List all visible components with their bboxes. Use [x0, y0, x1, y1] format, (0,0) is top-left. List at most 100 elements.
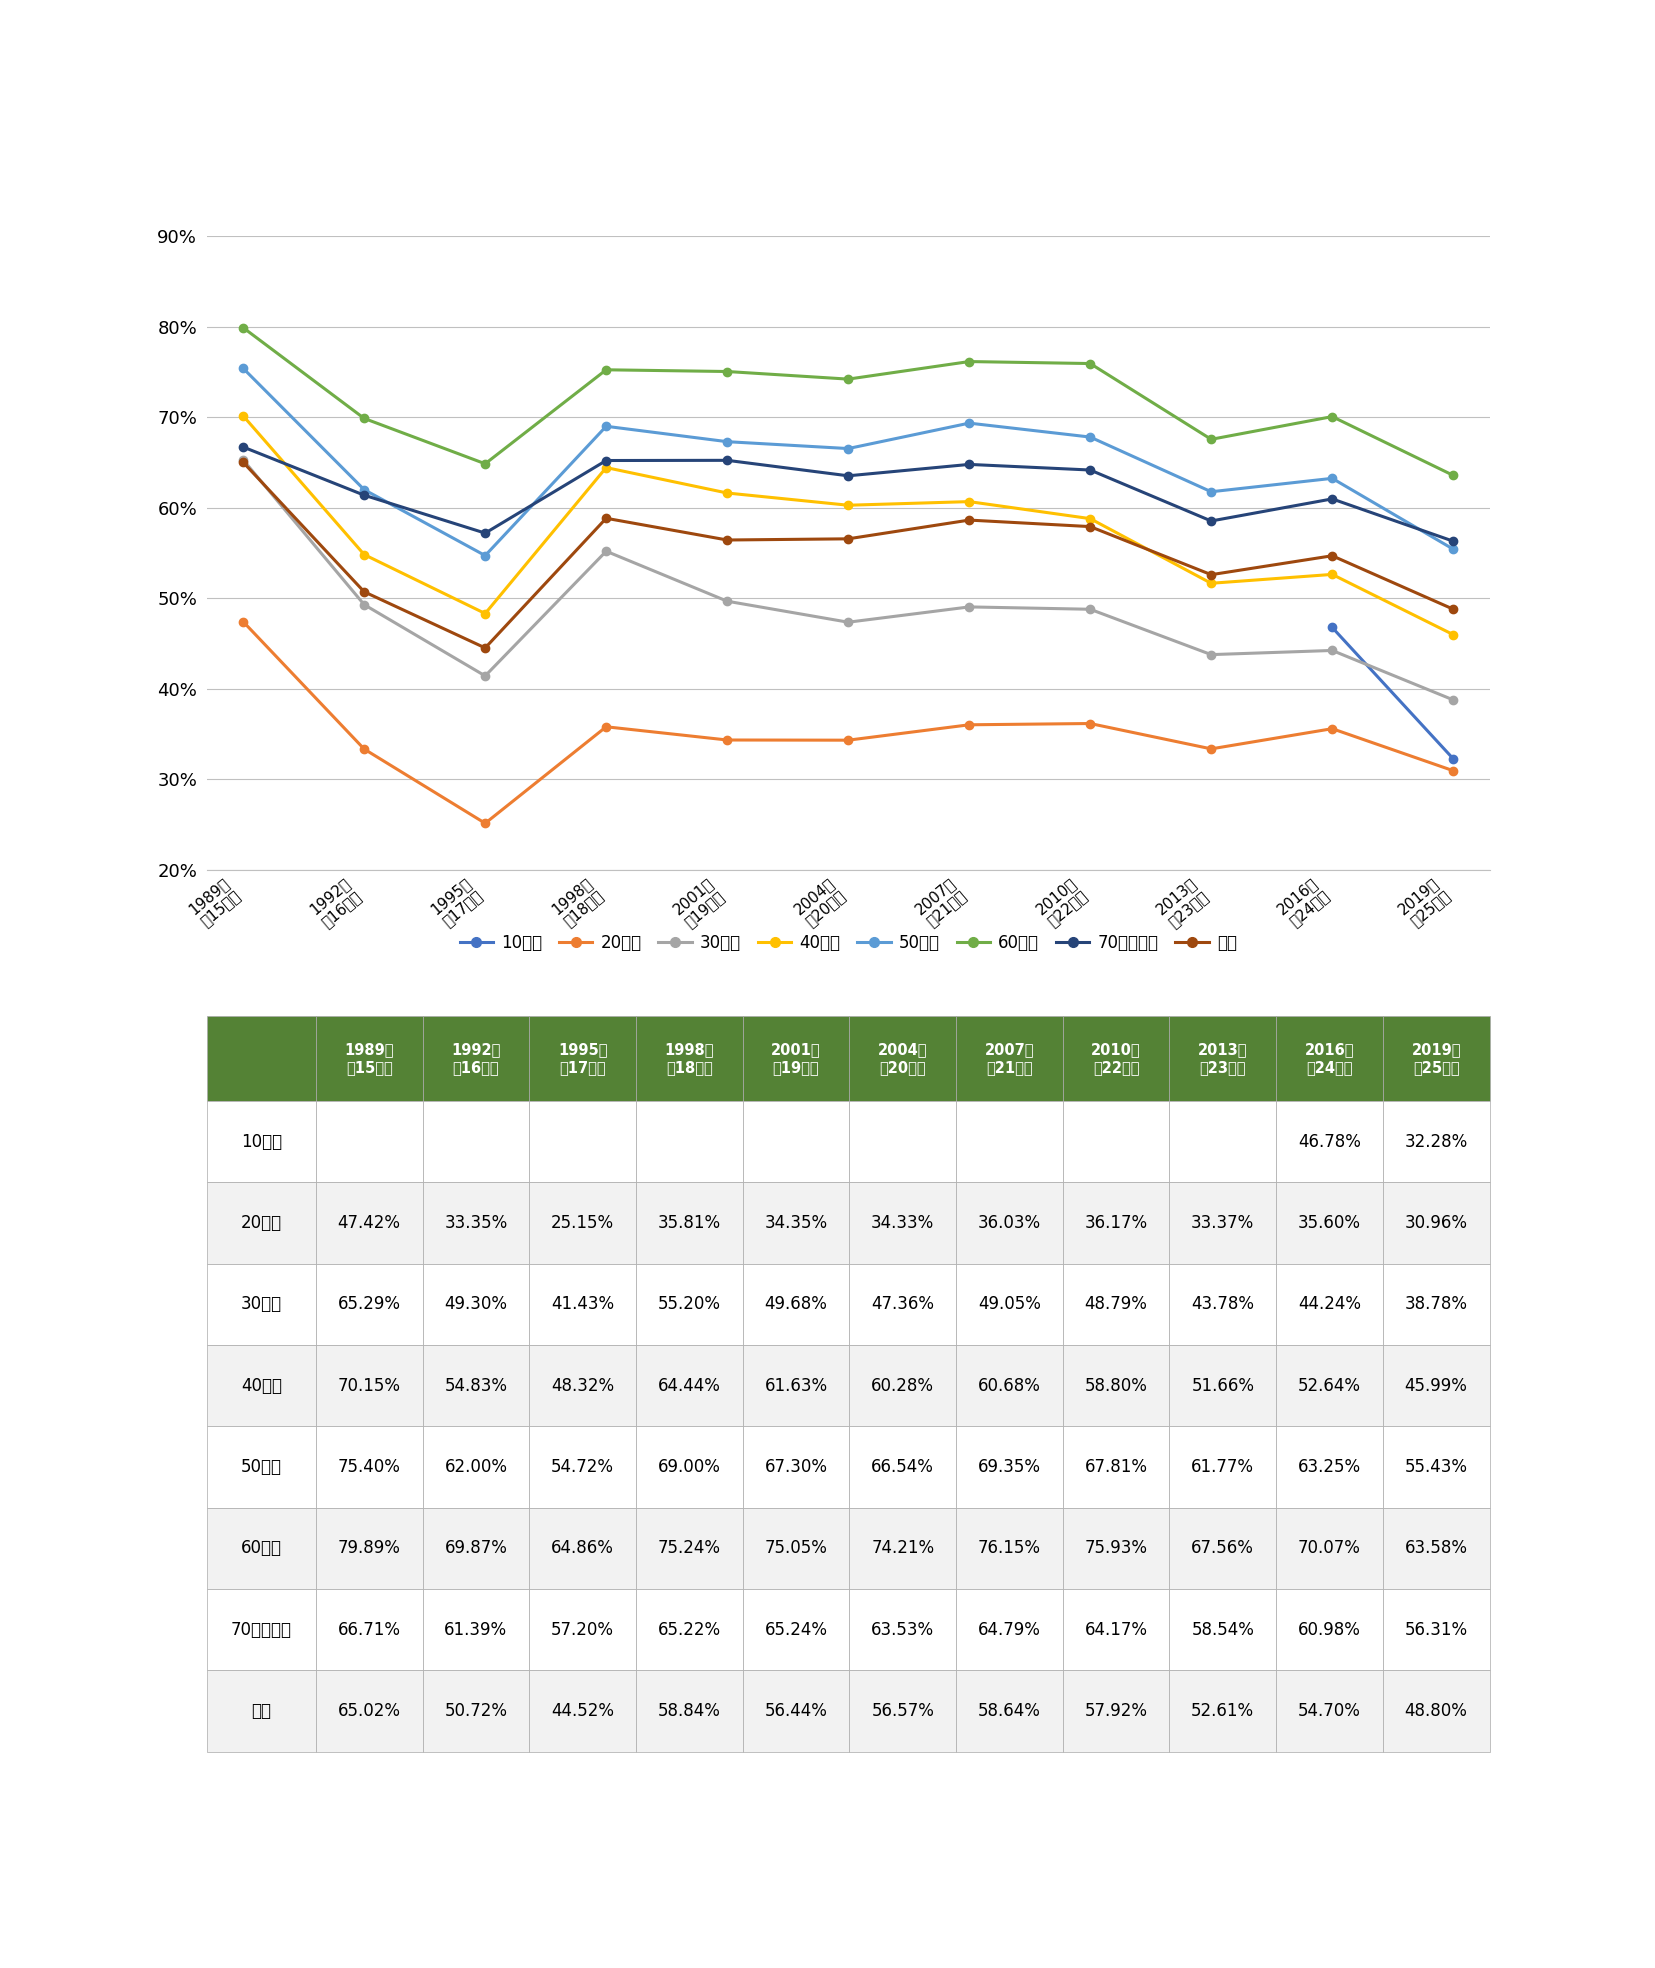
Bar: [1276, 1671, 1384, 1752]
Text: 46.78%: 46.78%: [1298, 1132, 1360, 1151]
Bar: [1384, 1183, 1490, 1263]
Text: 35.60%: 35.60%: [1298, 1214, 1360, 1232]
Text: 65.29%: 65.29%: [338, 1295, 401, 1313]
Text: 56.31%: 56.31%: [1405, 1620, 1468, 1639]
Bar: [530, 1263, 636, 1344]
Text: 63.25%: 63.25%: [1298, 1458, 1360, 1476]
Text: 38.78%: 38.78%: [1405, 1295, 1468, 1313]
Text: 70.07%: 70.07%: [1298, 1539, 1360, 1557]
Bar: [957, 1015, 1063, 1100]
Text: 67.30%: 67.30%: [765, 1458, 828, 1476]
Bar: [636, 1100, 743, 1183]
Bar: [1170, 1427, 1276, 1507]
Bar: [1170, 1100, 1276, 1183]
Text: 76.15%: 76.15%: [978, 1539, 1041, 1557]
Text: 49.05%: 49.05%: [978, 1295, 1041, 1313]
Bar: [1384, 1344, 1490, 1427]
Text: 36.17%: 36.17%: [1084, 1214, 1147, 1232]
Bar: [316, 1015, 422, 1100]
Bar: [636, 1671, 743, 1752]
Bar: [422, 1588, 530, 1671]
Bar: [1276, 1588, 1384, 1671]
Bar: [743, 1427, 849, 1507]
Bar: [1276, 1183, 1384, 1263]
Bar: [422, 1183, 530, 1263]
Text: 69.00%: 69.00%: [659, 1458, 722, 1476]
Text: 61.39%: 61.39%: [445, 1620, 508, 1639]
Bar: [1384, 1671, 1490, 1752]
Bar: [316, 1427, 422, 1507]
Text: 69.35%: 69.35%: [978, 1458, 1041, 1476]
Legend: 10歳代, 20歳代, 30歳代, 40歳代, 50歳代, 60歳代, 70歳代以上, 全体: 10歳代, 20歳代, 30歳代, 40歳代, 50歳代, 60歳代, 70歳代…: [453, 927, 1243, 958]
Text: 49.68%: 49.68%: [765, 1295, 828, 1313]
Text: 51.66%: 51.66%: [1192, 1376, 1254, 1395]
Bar: [743, 1183, 849, 1263]
Text: 58.54%: 58.54%: [1192, 1620, 1254, 1639]
Bar: [957, 1263, 1063, 1344]
Bar: [849, 1015, 957, 1100]
Bar: [1276, 1427, 1384, 1507]
Bar: [957, 1671, 1063, 1752]
Bar: [743, 1671, 849, 1752]
Text: 2013年
（23回）: 2013年 （23回）: [1198, 1043, 1248, 1075]
Bar: [207, 1183, 316, 1263]
Bar: [316, 1671, 422, 1752]
Text: 60歳代: 60歳代: [242, 1539, 281, 1557]
Bar: [957, 1183, 1063, 1263]
Bar: [207, 1507, 316, 1588]
Bar: [530, 1588, 636, 1671]
Text: 75.93%: 75.93%: [1084, 1539, 1147, 1557]
Bar: [530, 1427, 636, 1507]
Bar: [207, 1671, 316, 1752]
Text: 40歳代: 40歳代: [242, 1376, 281, 1395]
Text: 70.15%: 70.15%: [338, 1376, 401, 1395]
Text: 64.86%: 64.86%: [551, 1539, 614, 1557]
Text: 75.05%: 75.05%: [765, 1539, 828, 1557]
Bar: [1170, 1183, 1276, 1263]
Text: 61.63%: 61.63%: [765, 1376, 828, 1395]
Text: 2007年
（21回）: 2007年 （21回）: [985, 1043, 1034, 1075]
Bar: [1384, 1015, 1490, 1100]
Bar: [316, 1183, 422, 1263]
Bar: [849, 1263, 957, 1344]
Bar: [1276, 1015, 1384, 1100]
Text: 54.70%: 54.70%: [1298, 1702, 1360, 1720]
Bar: [422, 1263, 530, 1344]
Text: 1992年
（16回）: 1992年 （16回）: [452, 1043, 500, 1075]
Text: 70歳代以上: 70歳代以上: [232, 1620, 291, 1639]
Bar: [530, 1183, 636, 1263]
Bar: [422, 1507, 530, 1588]
Text: 2016年
（24回）: 2016年 （24回）: [1304, 1043, 1354, 1075]
Bar: [207, 1427, 316, 1507]
Text: 45.99%: 45.99%: [1405, 1376, 1468, 1395]
Bar: [636, 1588, 743, 1671]
Text: 2019年
（25回）: 2019年 （25回）: [1412, 1043, 1461, 1075]
Text: 63.58%: 63.58%: [1405, 1539, 1468, 1557]
Text: 34.35%: 34.35%: [765, 1214, 828, 1232]
Text: 1998年
（18回）: 1998年 （18回）: [665, 1043, 713, 1075]
Bar: [1276, 1344, 1384, 1427]
Text: 67.81%: 67.81%: [1084, 1458, 1147, 1476]
Bar: [1384, 1588, 1490, 1671]
Text: 54.72%: 54.72%: [551, 1458, 614, 1476]
Bar: [1384, 1100, 1490, 1183]
Bar: [957, 1100, 1063, 1183]
Bar: [957, 1344, 1063, 1427]
Text: 20歳代: 20歳代: [242, 1214, 281, 1232]
Bar: [316, 1588, 422, 1671]
Text: 63.53%: 63.53%: [871, 1620, 935, 1639]
Text: 55.20%: 55.20%: [657, 1295, 722, 1313]
Bar: [207, 1100, 316, 1183]
Bar: [636, 1183, 743, 1263]
Text: 65.02%: 65.02%: [338, 1702, 401, 1720]
Text: 47.36%: 47.36%: [871, 1295, 933, 1313]
Bar: [207, 1015, 316, 1100]
Text: 49.30%: 49.30%: [445, 1295, 508, 1313]
Text: 56.44%: 56.44%: [765, 1702, 828, 1720]
Bar: [849, 1427, 957, 1507]
Text: 25.15%: 25.15%: [551, 1214, 614, 1232]
Text: 60.98%: 60.98%: [1298, 1620, 1360, 1639]
Bar: [743, 1015, 849, 1100]
Text: 58.84%: 58.84%: [659, 1702, 722, 1720]
Bar: [530, 1100, 636, 1183]
